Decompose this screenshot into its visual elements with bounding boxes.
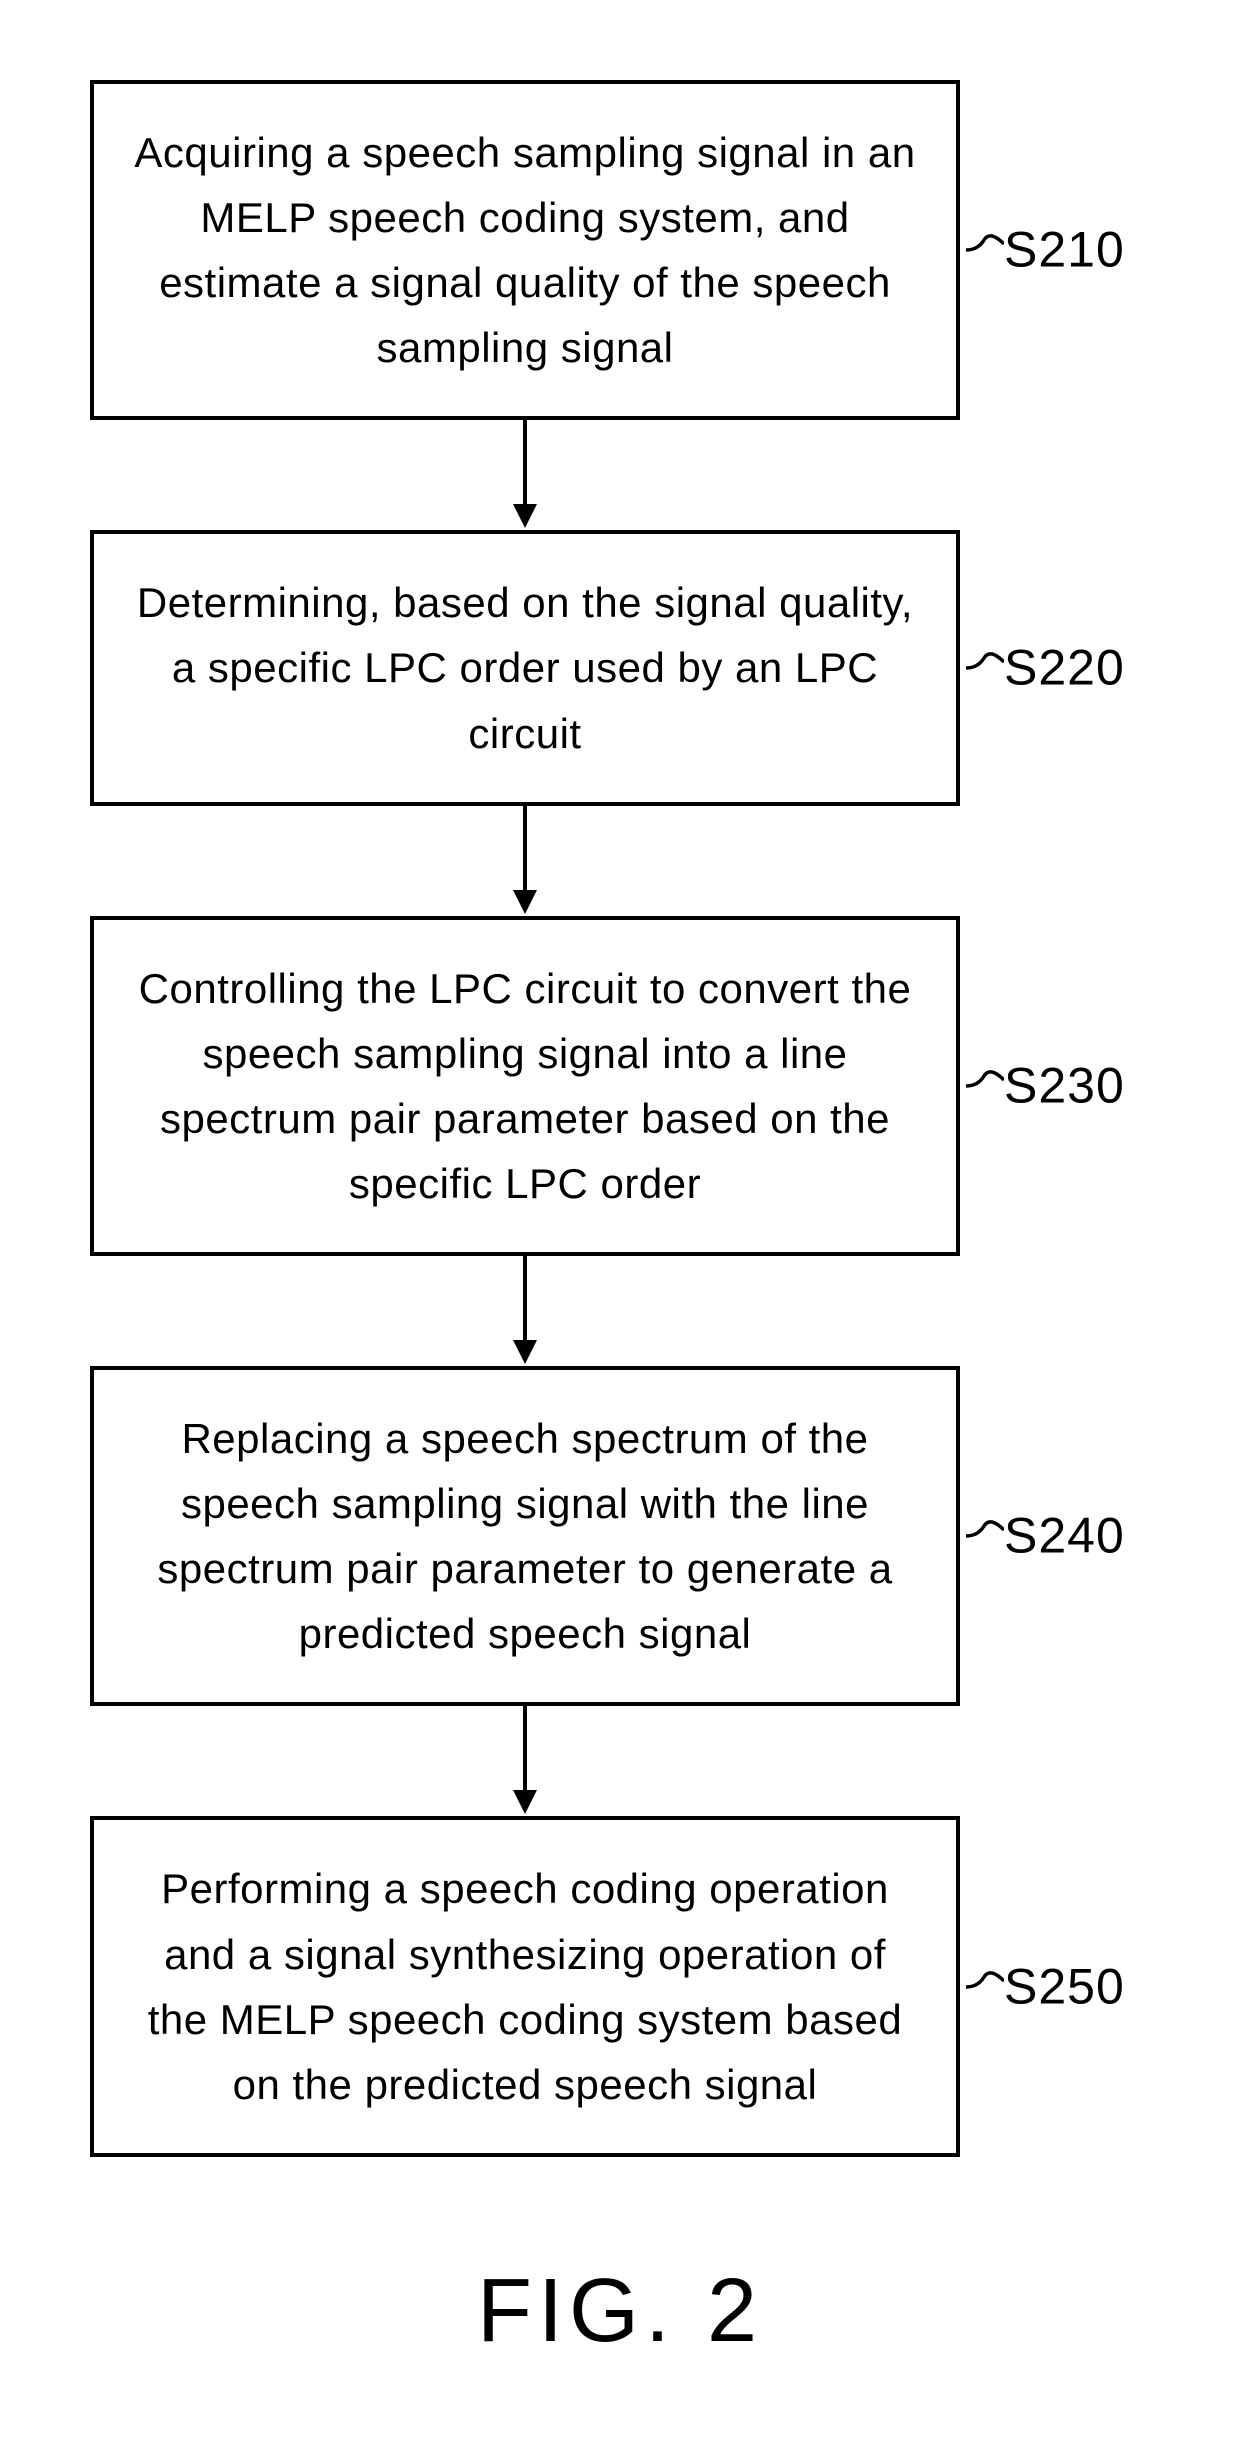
arrow-wrap [90, 420, 960, 530]
node-text: Replacing a speech spectrum of the speec… [157, 1415, 892, 1657]
node-label: S250 [1004, 1948, 1125, 2026]
label-connector [966, 1516, 1004, 1556]
node-text: Determining, based on the signal quality… [137, 579, 913, 756]
flowchart-node: Replacing a speech spectrum of the speec… [90, 1366, 960, 1706]
node-label: S230 [1004, 1047, 1125, 1125]
label-connector [966, 230, 1004, 270]
node-label: S210 [1004, 211, 1125, 289]
flowchart-node: Determining, based on the signal quality… [90, 530, 960, 805]
flowchart-node: Performing a speech coding operation and… [90, 1816, 960, 2156]
label-connector [966, 1066, 1004, 1106]
node-text: Performing a speech coding operation and… [148, 1865, 903, 2107]
arrow-wrap [90, 1706, 960, 1816]
arrow-wrap [90, 806, 960, 916]
node-text: Controlling the LPC circuit to convert t… [139, 965, 912, 1207]
node-label: S220 [1004, 629, 1125, 707]
arrow-wrap [90, 1256, 960, 1366]
flowchart-container: Acquiring a speech sampling signal in an… [90, 80, 1150, 2157]
flowchart-arrow [505, 1256, 545, 1366]
label-connector [966, 648, 1004, 688]
label-connector [966, 1967, 1004, 2007]
figure-caption: FIG. 2 [0, 2260, 1240, 2363]
node-label: S240 [1004, 1497, 1125, 1575]
flowchart-arrow [505, 806, 545, 916]
flowchart-node: Acquiring a speech sampling signal in an… [90, 80, 960, 420]
flowchart-node: Controlling the LPC circuit to convert t… [90, 916, 960, 1256]
flowchart-arrow [505, 1706, 545, 1816]
flowchart-arrow [505, 420, 545, 530]
node-text: Acquiring a speech sampling signal in an… [134, 129, 915, 371]
